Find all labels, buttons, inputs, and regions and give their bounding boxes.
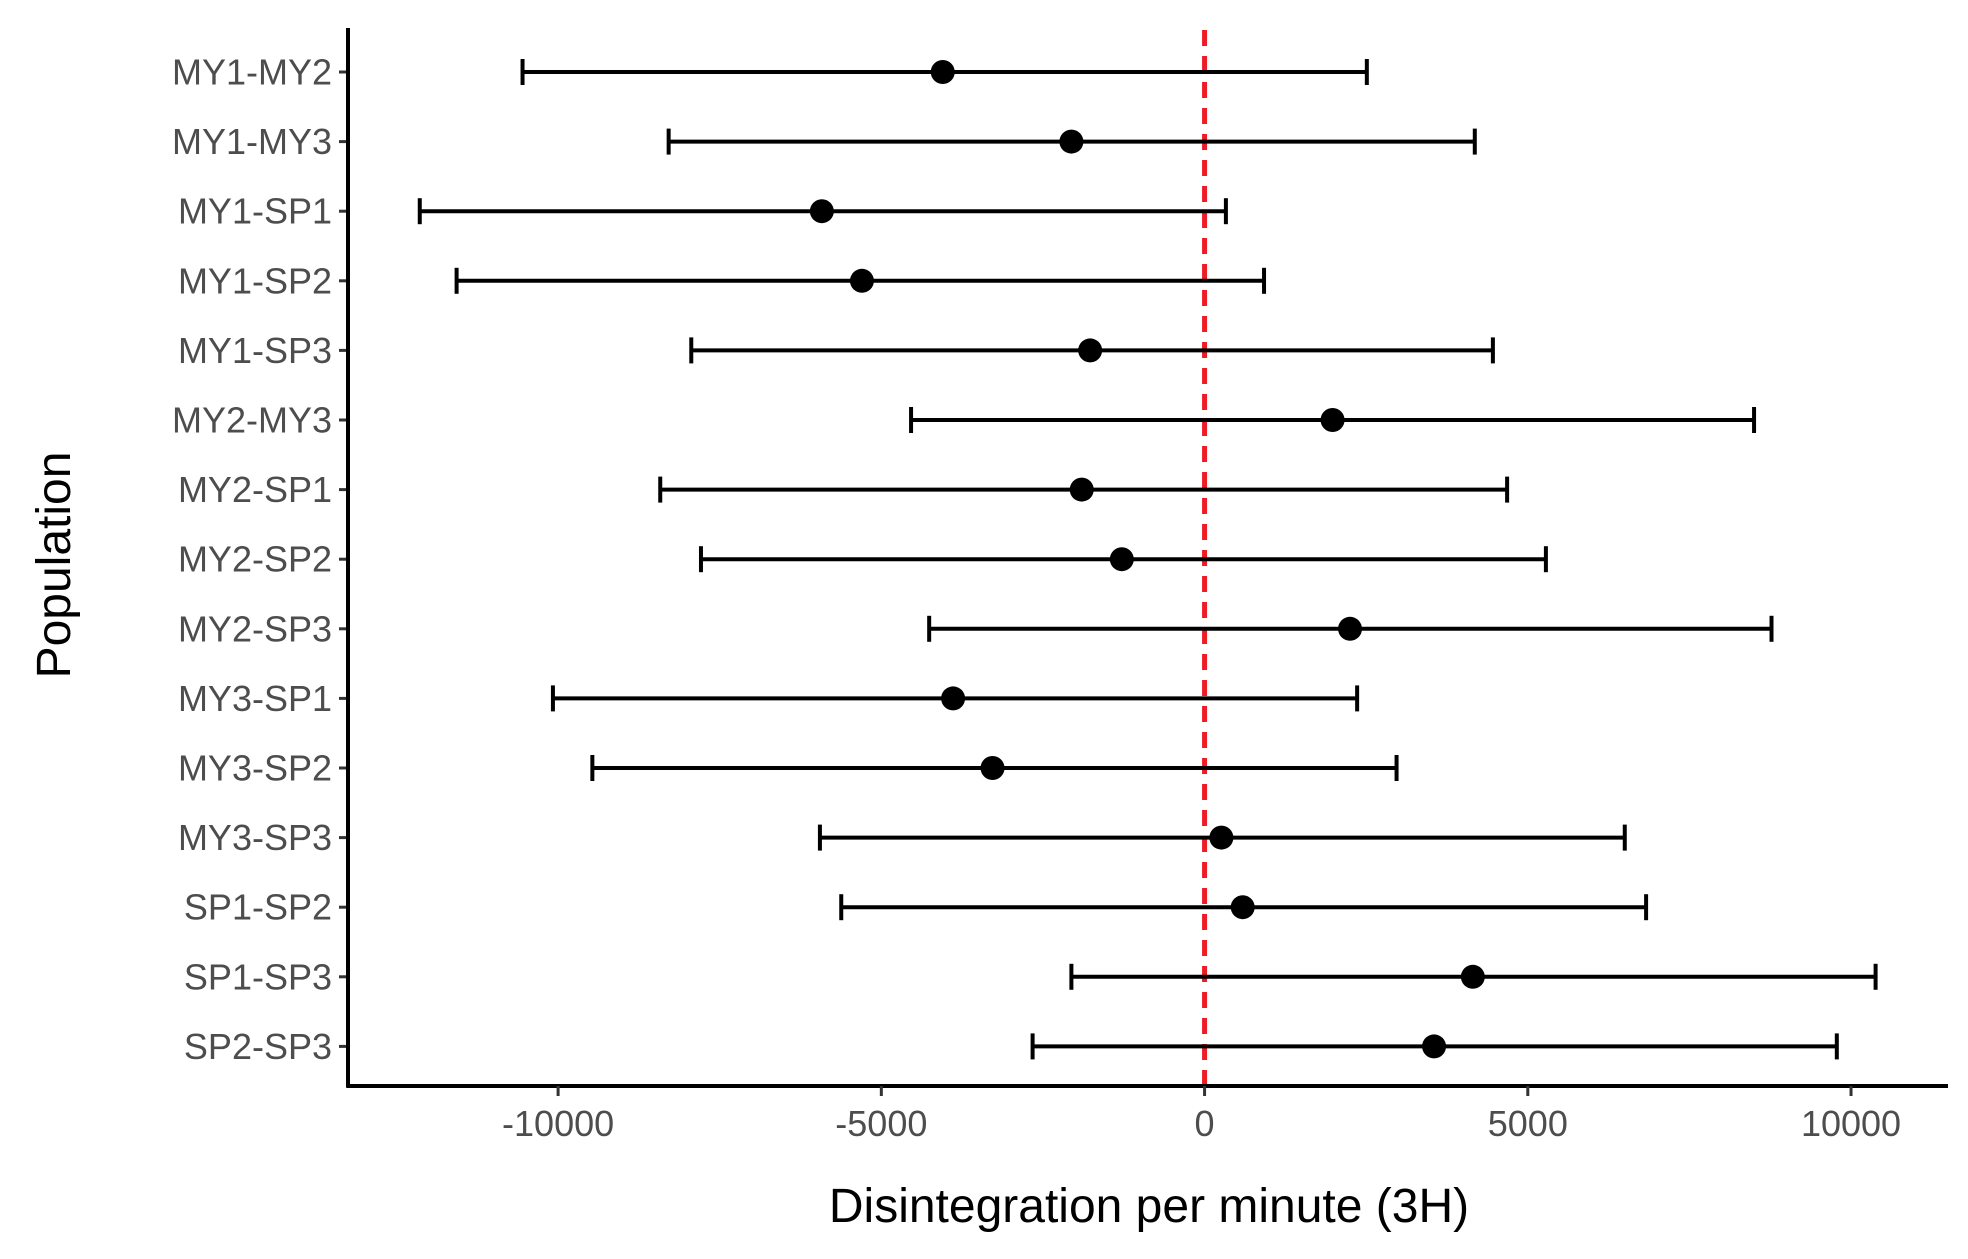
tick-labels-layer: MY1-MY2 MY1-MY3 MY1-SP1 MY1-SP2 MY1-SP3 MY2-M… [172,52,1901,1145]
x-tick-label: -5000 [835,1103,927,1144]
point-sp2-sp3 [1422,1034,1447,1059]
points-layer [809,60,1485,1059]
point-my2-sp3 [1338,616,1363,641]
y-tick-label: MY1-SP2 [178,260,332,301]
y-tick-label: MY1-SP3 [178,330,332,371]
y-tick-label: MY1-SP1 [178,191,332,232]
point-my3-sp2 [980,756,1005,780]
y-tick-label: MY2-SP1 [178,469,332,510]
y-tick-label: MY1-MY2 [172,52,332,93]
axes-layer [339,28,1948,1096]
y-tick-label: MY1-MY3 [172,121,332,162]
x-tick-label: 0 [1195,1103,1215,1144]
point-sp1-sp3 [1460,964,1485,989]
x-tick-label: 5000 [1488,1103,1568,1144]
y-tick-label: MY3-SP1 [178,678,332,719]
y-tick-label: SP1-SP2 [184,887,332,928]
point-my3-sp3 [1209,825,1234,850]
x-tick-label: -10000 [502,1103,614,1144]
x-axis-title: Disintegration per minute (3H) [829,1180,1469,1233]
point-my2-my3 [1320,408,1345,432]
y-tick-label: SP1-SP3 [184,956,332,997]
point-sp1-sp2 [1230,895,1255,920]
point-my1-sp2 [849,268,874,293]
y-tick-label: MY2-SP3 [178,608,332,649]
point-my3-sp1 [941,686,966,711]
point-my2-sp1 [1069,477,1094,502]
y-tick-label: MY2-SP2 [178,539,332,580]
y-tick-label: MY3-SP2 [178,748,332,789]
point-my2-sp2 [1109,547,1134,572]
point-my1-sp3 [1078,338,1103,363]
point-my1-my3 [1059,129,1084,154]
point-my1-sp1 [809,199,834,224]
point-my1-my2 [930,60,955,84]
y-axis-title: Population [28,452,81,679]
x-tick-label: 10000 [1801,1103,1901,1144]
y-tick-label: MY3-SP3 [178,817,332,858]
y-tick-label: SP2-SP3 [184,1026,332,1067]
error-bars-layer [417,59,1878,1060]
y-tick-label: MY2-MY3 [172,400,332,441]
